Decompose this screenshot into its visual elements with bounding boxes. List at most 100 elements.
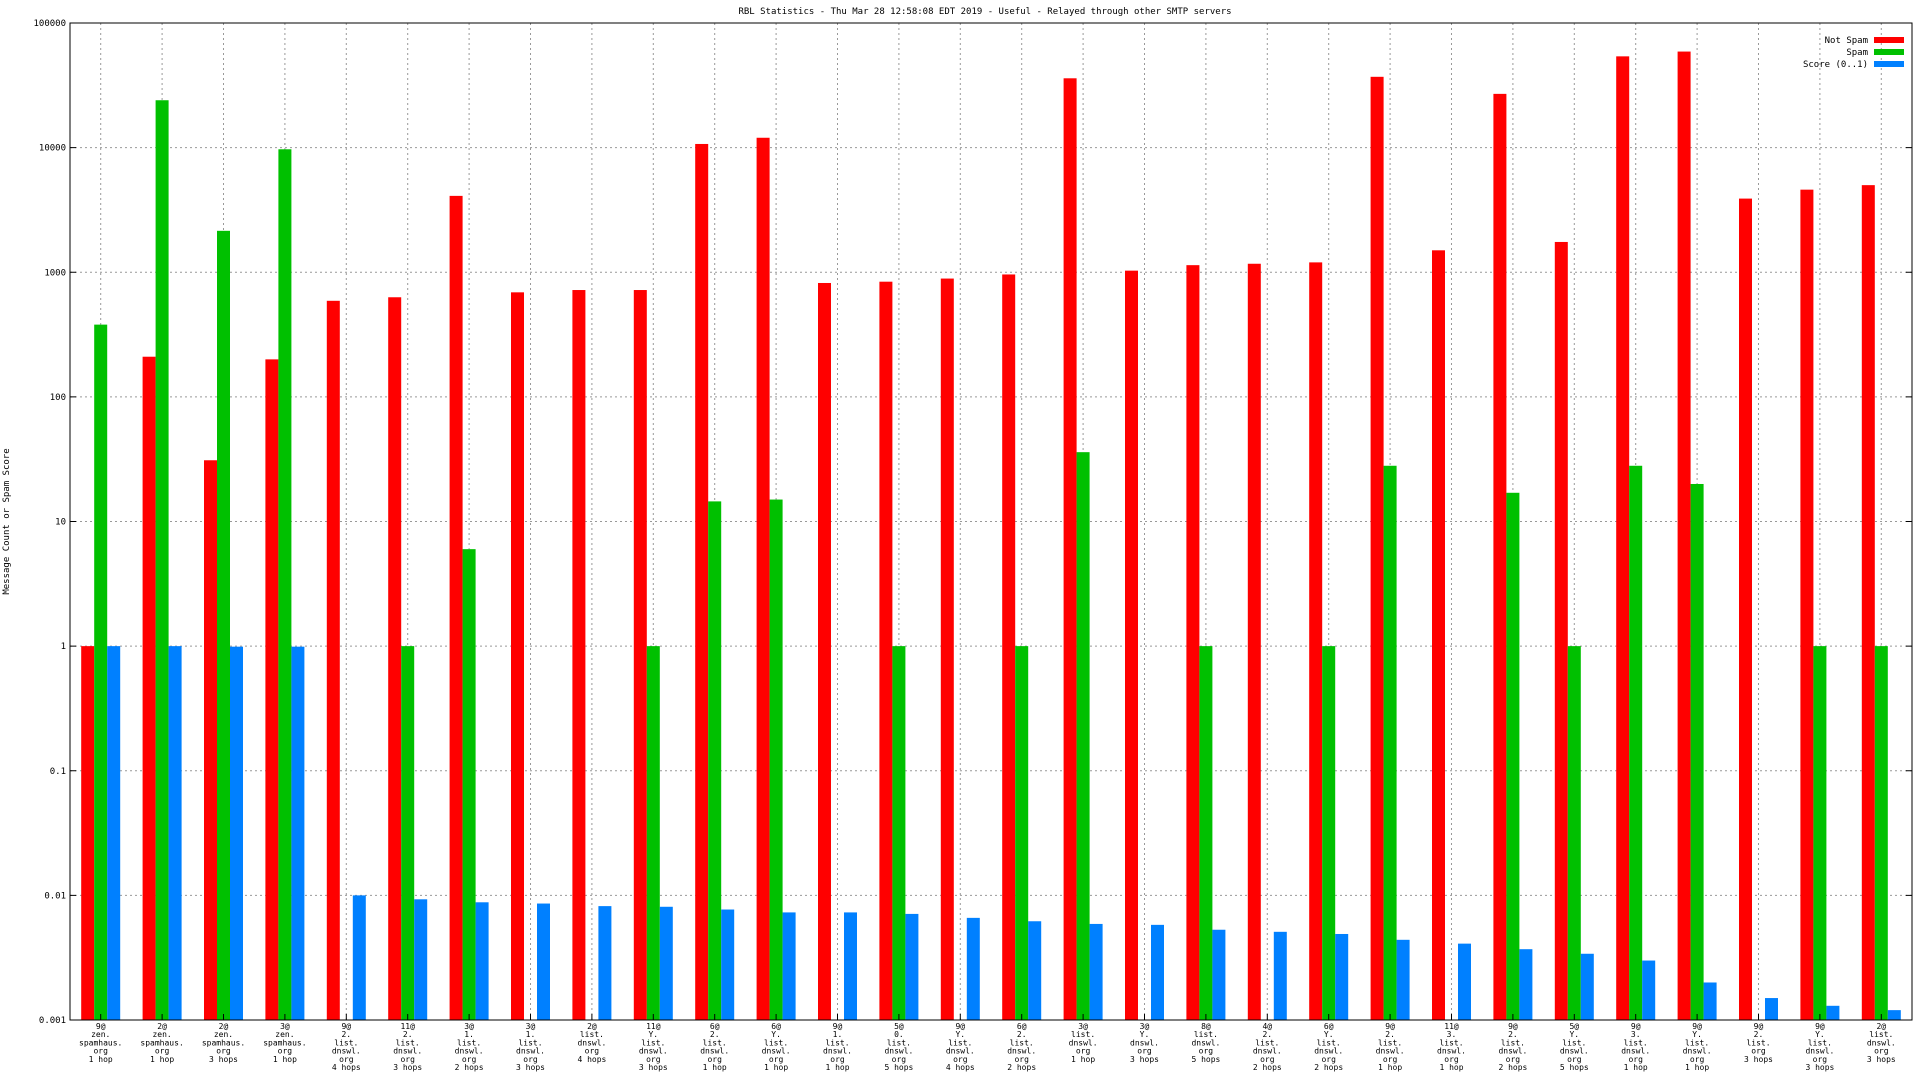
bar-not-spam bbox=[1677, 51, 1691, 1021]
x-tick-label-line: dnswl. bbox=[455, 1047, 484, 1056]
bar-spam bbox=[155, 100, 169, 1021]
bar-not-spam bbox=[265, 359, 279, 1020]
bar-not-spam bbox=[756, 137, 770, 1021]
bar-spam bbox=[892, 646, 906, 1020]
bar-spam bbox=[1322, 646, 1336, 1020]
x-tick-label: 5@ 0. list. dnswl. org 5 hops bbox=[884, 1022, 913, 1072]
x-tick-label-line: 3. bbox=[1447, 1030, 1457, 1039]
x-tick-label-line: org bbox=[1813, 1055, 1828, 1064]
x-tick-label-line: org bbox=[1014, 1055, 1029, 1064]
bar-not-spam bbox=[1493, 93, 1507, 1021]
x-tick-label-line: list. bbox=[396, 1038, 420, 1047]
x-tick-label: 11@ 3. list. dnswl. org 1 hop bbox=[1437, 1022, 1466, 1072]
x-tick-label-line: list. bbox=[1562, 1038, 1586, 1047]
bar-score-0-1 bbox=[107, 646, 121, 1020]
x-tick-label-line: dnswl. bbox=[577, 1038, 606, 1047]
bar-not-spam bbox=[1739, 198, 1752, 1021]
bar-score-0-1 bbox=[1151, 924, 1164, 1020]
x-tick-label-line: 6@ bbox=[771, 1022, 781, 1031]
x-tick-label-line: 4 hops bbox=[577, 1055, 606, 1064]
bar-not-spam bbox=[818, 282, 831, 1020]
x-tick-label: 11@ Y. list. dnswl. org 3 hops bbox=[639, 1022, 668, 1072]
x-tick-label-line: list. bbox=[887, 1038, 911, 1047]
x-tick-label-line: 2. bbox=[1754, 1030, 1764, 1039]
x-tick-label-line: 2 hops bbox=[1498, 1063, 1527, 1072]
bar-score-0-1 bbox=[1642, 960, 1656, 1020]
bar-score-0-1 bbox=[1580, 953, 1594, 1020]
bar-not-spam bbox=[1063, 78, 1077, 1021]
x-tick-label-line: org bbox=[1628, 1055, 1643, 1064]
x-tick-label-line: 1 hop bbox=[764, 1063, 788, 1072]
bar-not-spam bbox=[1247, 263, 1261, 1021]
x-tick-label-line: 9@ bbox=[833, 1022, 843, 1031]
x-tick-label-line: 1 hop bbox=[1685, 1063, 1709, 1072]
x-tick-label-line: 9@ bbox=[1692, 1022, 1702, 1031]
bar-not-spam bbox=[511, 292, 524, 1020]
x-tick-label-line: dnswl. bbox=[639, 1047, 668, 1056]
bar-not-spam bbox=[81, 646, 95, 1020]
x-tick-label-line: list. bbox=[1194, 1030, 1218, 1039]
bar-not-spam bbox=[142, 356, 156, 1021]
x-tick-label: 9@ Y. list. dnswl. org 3 hops bbox=[1805, 1022, 1834, 1072]
x-tick-label: 8@ list. dnswl. org 5 hops bbox=[1191, 1022, 1220, 1064]
x-tick-label-line: 2 hops bbox=[1007, 1063, 1036, 1072]
x-tick-label-line: 3 hops bbox=[209, 1055, 238, 1064]
x-tick-label-line: Y. bbox=[1692, 1030, 1702, 1039]
x-tick-label-line: org bbox=[1690, 1055, 1705, 1064]
x-tick-label-line: 2@ bbox=[587, 1022, 597, 1031]
x-tick-label-line: list. bbox=[1439, 1038, 1463, 1047]
x-tick-label-line: 1. bbox=[833, 1030, 843, 1039]
x-tick-label-line: 3@ bbox=[280, 1022, 290, 1031]
bar-score-0-1 bbox=[598, 906, 612, 1020]
x-tick-label-line: Y. bbox=[1815, 1030, 1825, 1039]
x-tick-label-line: Y. bbox=[771, 1030, 781, 1039]
x-tick-label-line: Y. bbox=[955, 1030, 965, 1039]
x-tick-label-line: dnswl. bbox=[1007, 1047, 1036, 1056]
legend: Not Spam Spam Score (0..1) bbox=[1803, 36, 1904, 70]
x-tick-label-line: 9@ bbox=[1508, 1022, 1518, 1031]
bar-score-0-1 bbox=[659, 906, 673, 1020]
x-tick-label-line: list. bbox=[764, 1038, 788, 1047]
bar-score-0-1 bbox=[1826, 1005, 1840, 1020]
x-tick-label: 6@ Y. list. dnswl. org 2 hops bbox=[1314, 1022, 1343, 1072]
legend-label: Spam bbox=[1846, 48, 1868, 58]
bar-not-spam bbox=[695, 143, 709, 1021]
x-tick-label-line: 11@ bbox=[646, 1022, 661, 1031]
x-tick-label-line: 6@ bbox=[1324, 1022, 1334, 1031]
x-tick-label-line: 2@ bbox=[1876, 1022, 1886, 1031]
x-tick-label-line: org bbox=[1199, 1047, 1214, 1056]
x-tick-label-line: dnswl. bbox=[1069, 1038, 1098, 1047]
x-tick-label-line: 2. bbox=[710, 1030, 720, 1039]
y-tick-label: 100000 bbox=[33, 19, 66, 29]
x-tick-label-line: 2. bbox=[1508, 1030, 1518, 1039]
x-tick-label: 9@ 1. list. dnswl. org 1 hop bbox=[823, 1022, 852, 1072]
x-tick-label-line: list. bbox=[334, 1038, 358, 1047]
x-tick-label-line: 2 hops bbox=[1253, 1063, 1282, 1072]
x-tick-label-line: list. bbox=[1010, 1038, 1034, 1047]
x-tick-label-line: 9@ bbox=[1385, 1022, 1395, 1031]
x-tick-label-line: spamhaus. bbox=[202, 1038, 245, 1047]
x-tick-label-line: org bbox=[462, 1055, 477, 1064]
bar-spam bbox=[1015, 646, 1029, 1020]
bar-spam bbox=[1383, 465, 1397, 1020]
x-tick-label-line: org bbox=[216, 1047, 231, 1056]
x-tick-label-line: org bbox=[1260, 1055, 1275, 1064]
chart-title: RBL Statistics - Thu Mar 28 12:58:08 EDT… bbox=[738, 7, 1231, 17]
x-tick-label-line: 2 hops bbox=[1314, 1063, 1343, 1072]
x-tick-label-line: org bbox=[1137, 1047, 1152, 1056]
x-tick-label-line: 5 hops bbox=[1560, 1063, 1589, 1072]
bar-not-spam bbox=[1125, 270, 1138, 1020]
x-tick-label-line: dnswl. bbox=[1437, 1047, 1466, 1056]
bar-not-spam bbox=[940, 278, 954, 1021]
x-tick-label-line: org bbox=[830, 1055, 845, 1064]
x-tick-label-line: dnswl. bbox=[1314, 1047, 1343, 1056]
x-tick-label: 2@ list. dnswl. org 4 hops bbox=[577, 1022, 606, 1064]
x-tick-label-line: zen. bbox=[214, 1030, 233, 1039]
x-tick-label-line: list. bbox=[1746, 1038, 1770, 1047]
x-tick-label: 3@ list. dnswl. org 1 hop bbox=[1069, 1022, 1098, 1064]
y-axis-label: Message Count or Spam Score bbox=[2, 448, 12, 594]
x-tick-label-line: zen. bbox=[275, 1030, 294, 1039]
legend-label: Score (0..1) bbox=[1803, 60, 1868, 70]
x-tick-label: 5@ Y. list. dnswl. org 5 hops bbox=[1560, 1022, 1589, 1072]
x-tick-label: 9@ Y. list. dnswl. org 4 hops bbox=[946, 1022, 975, 1072]
